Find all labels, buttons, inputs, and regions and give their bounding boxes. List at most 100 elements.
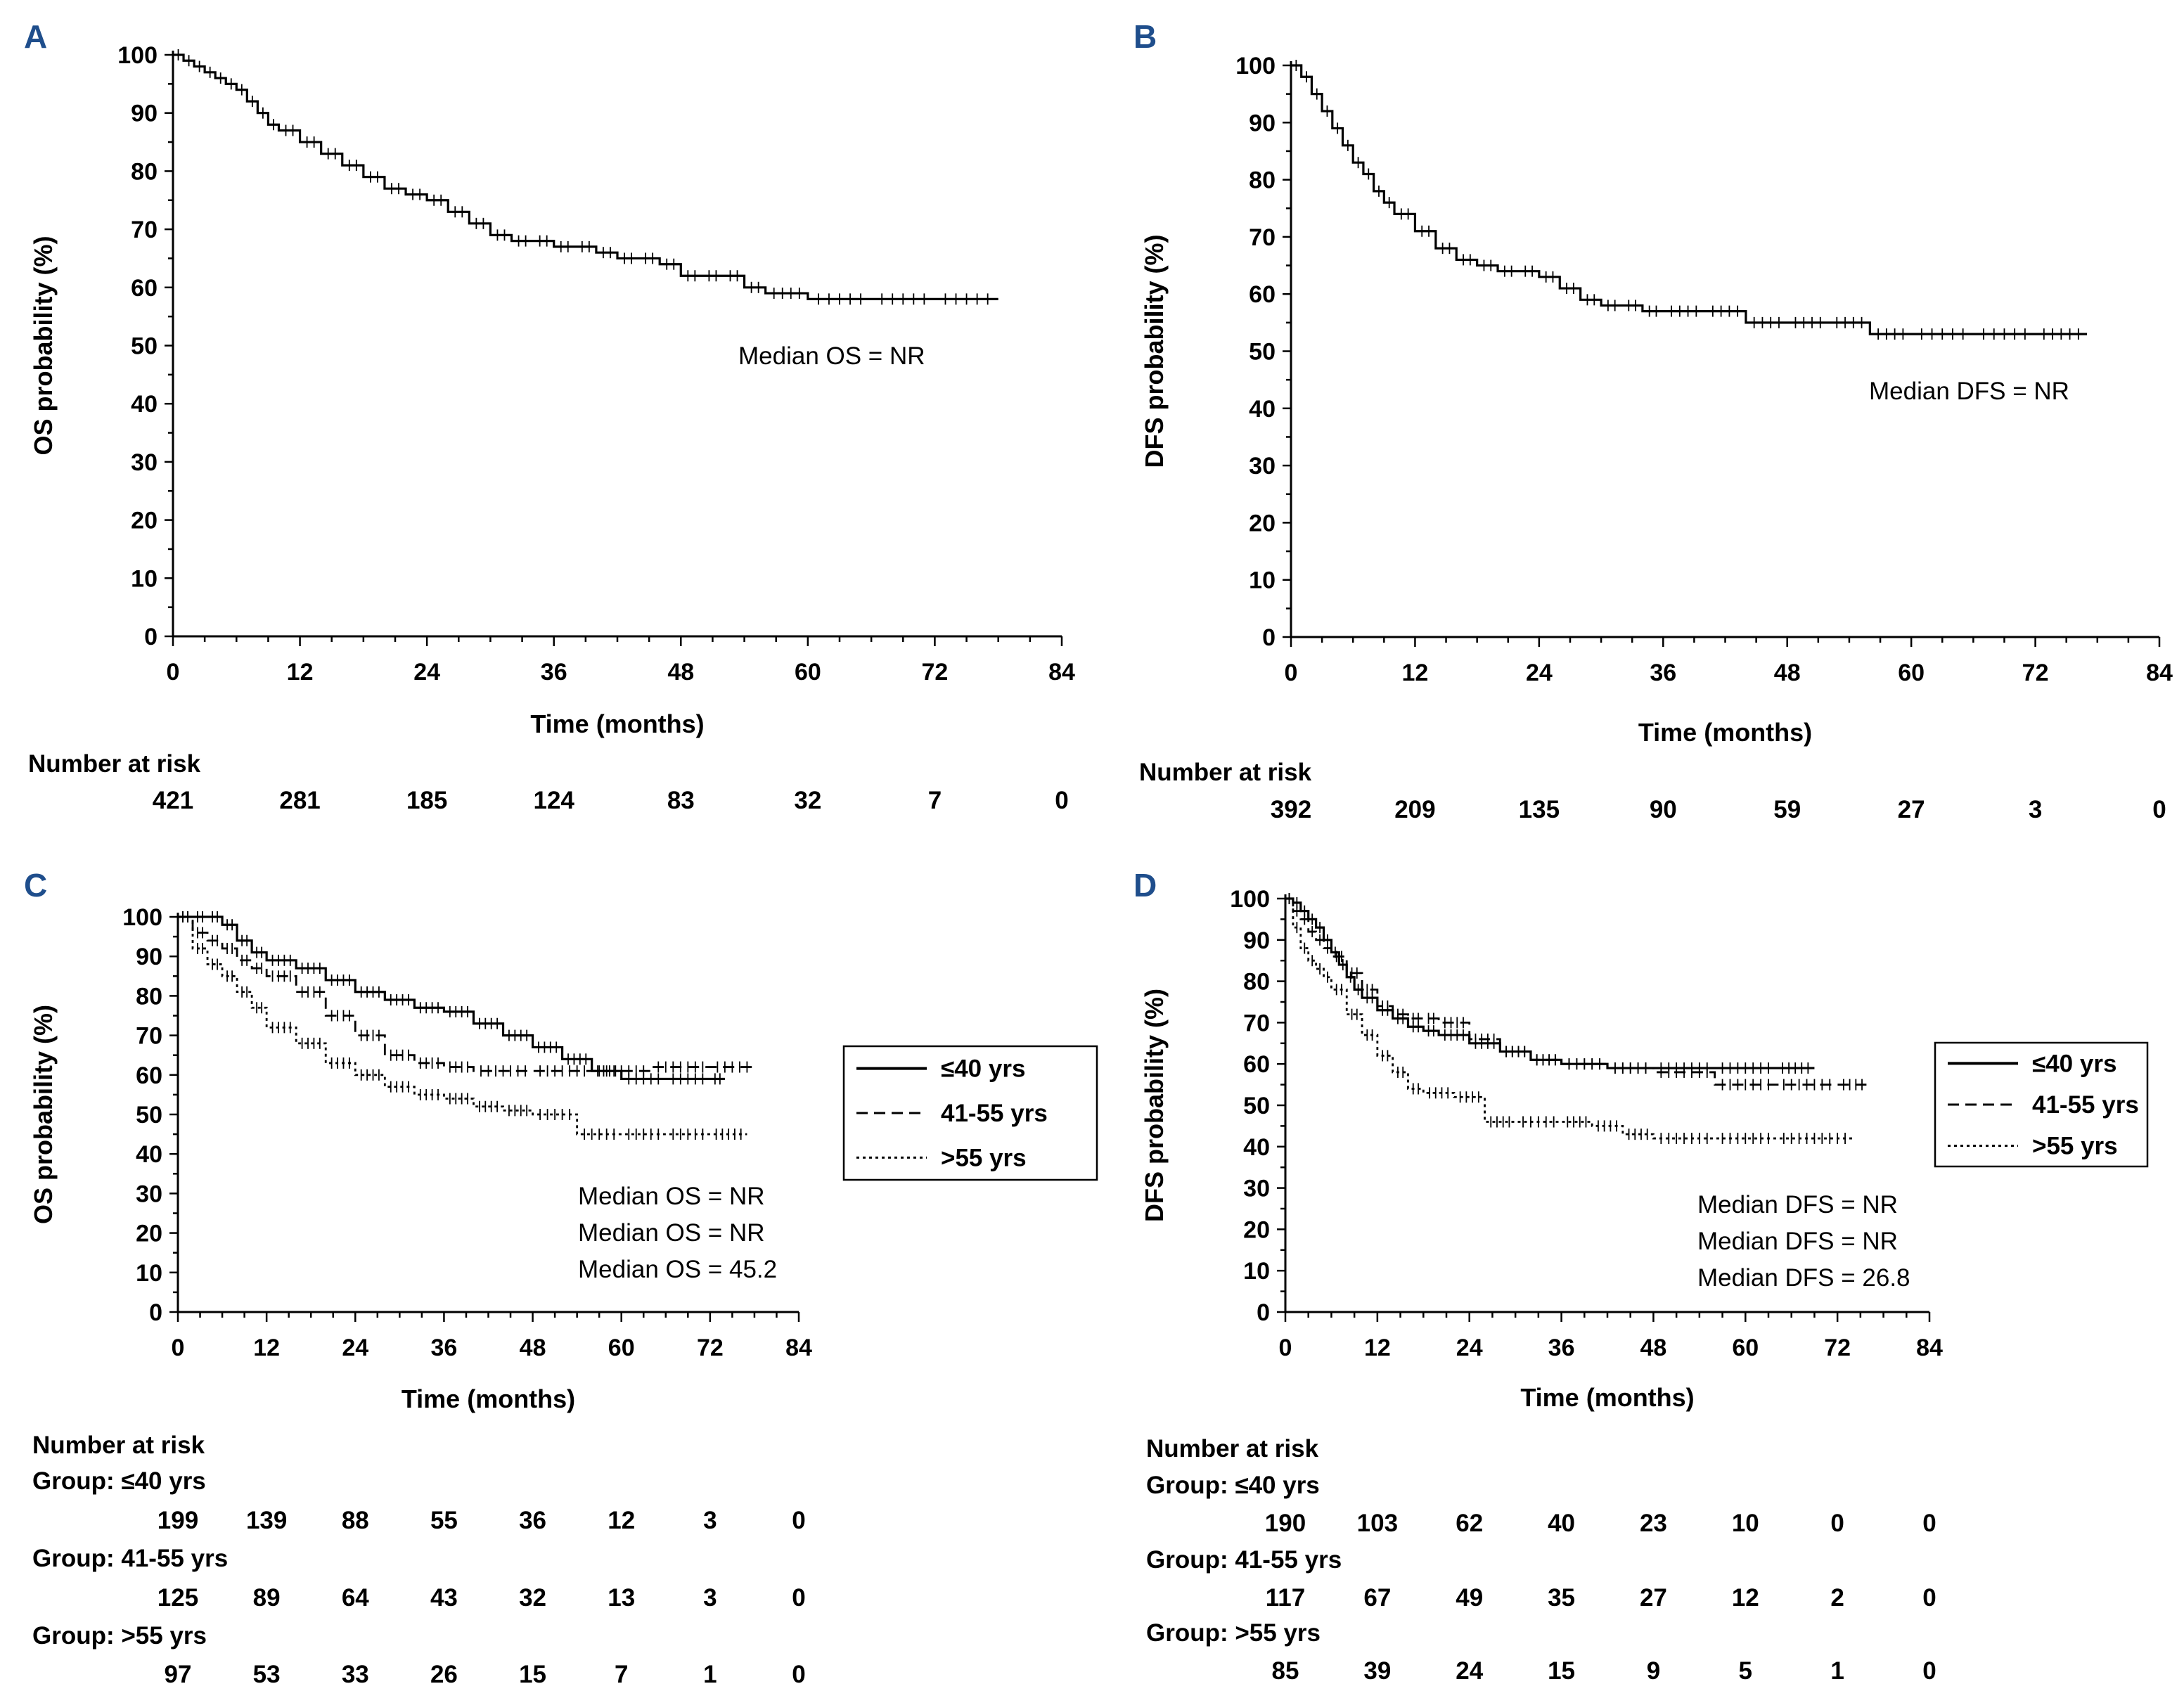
km-curve-dashed — [1285, 897, 1868, 1086]
risk-count: 27 — [1898, 796, 1925, 823]
x-tick-label: 24 — [1526, 660, 1553, 686]
risk-count: 2 — [1830, 1584, 1844, 1612]
risk-count: 3 — [703, 1507, 717, 1534]
legend-label: 41-55 yrs — [2032, 1091, 2139, 1119]
y-tick-label: 80 — [1243, 969, 1270, 996]
risk-count: 15 — [519, 1661, 546, 1688]
censor-marks — [182, 911, 742, 1140]
y-tick-label: 20 — [131, 508, 158, 534]
censor-marks — [182, 911, 721, 1085]
y-tick-label: 30 — [131, 449, 158, 476]
x-axis-title: Time (months) — [1520, 1383, 1694, 1412]
x-tick-label: 84 — [2146, 660, 2173, 686]
risk-count: 89 — [253, 1584, 281, 1612]
risk-count: 12 — [608, 1507, 635, 1534]
risk-count: 32 — [519, 1584, 546, 1612]
y-tick-label: 70 — [131, 217, 158, 243]
x-tick-label: 24 — [342, 1335, 368, 1361]
risk-count: 3 — [2029, 796, 2042, 823]
x-tick-label: 24 — [413, 659, 440, 686]
risk-table-title: Number at risk — [1139, 759, 1312, 786]
y-tick-label: 50 — [1243, 1093, 1270, 1119]
risk-count: 209 — [1394, 796, 1435, 823]
legend: ≤40 yrs 41-55 yrs >55 yrs — [842, 1045, 1098, 1181]
y-tick-label: 30 — [1249, 453, 1276, 480]
legend-label: 41-55 yrs — [941, 1100, 1048, 1127]
panel-letter: B — [1133, 18, 1157, 55]
x-tick-label: 60 — [795, 659, 821, 686]
x-tick-label: 0 — [172, 1335, 185, 1361]
risk-count: 421 — [153, 787, 193, 814]
censor-marks — [182, 911, 748, 1077]
risk-count: 67 — [1363, 1584, 1391, 1612]
y-tick-label: 10 — [136, 1260, 162, 1287]
x-tick-label: 12 — [253, 1335, 280, 1361]
risk-count: 85 — [1272, 1657, 1299, 1685]
risk-group-label: Group: ≤40 yrs — [32, 1467, 206, 1495]
risk-count: 39 — [1363, 1657, 1391, 1685]
y-tick-label: 60 — [1249, 281, 1276, 308]
risk-count: 281 — [279, 787, 320, 814]
risk-group-label: Group: >55 yrs — [1146, 1619, 1321, 1647]
x-tick-label: 84 — [785, 1335, 812, 1361]
y-tick-label: 100 — [1230, 886, 1270, 913]
y-axis-title: DFS probability (%) — [1140, 989, 1169, 1222]
y-tick-label: 100 — [1235, 53, 1276, 79]
risk-count: 62 — [1456, 1510, 1483, 1537]
x-tick-label: 60 — [1898, 660, 1925, 686]
km-curve-solid — [178, 915, 725, 1081]
risk-count: 117 — [1266, 1584, 1305, 1612]
y-tick-label: 10 — [1243, 1258, 1270, 1285]
legend: ≤40 yrs 41-55 yrs >55 yrs — [1934, 1041, 2149, 1168]
risk-count: 26 — [430, 1661, 458, 1688]
median-annotation: Median OS = 45.2 — [578, 1256, 777, 1283]
y-tick-label: 20 — [1249, 510, 1276, 536]
y-tick-label: 30 — [1243, 1176, 1270, 1202]
x-tick-label: 72 — [1824, 1335, 1851, 1361]
y-tick-label: 70 — [136, 1023, 162, 1050]
risk-group-label: Group: 41-55 yrs — [32, 1545, 228, 1572]
km-curve-solid — [173, 53, 998, 300]
y-tick-label: 70 — [1249, 224, 1276, 251]
risk-count: 7 — [615, 1661, 628, 1688]
km-curve-solid — [1291, 64, 2088, 335]
censor-marks — [1295, 60, 2079, 340]
risk-count: 10 — [1732, 1510, 1759, 1537]
legend-label: >55 yrs — [2032, 1133, 2118, 1160]
x-tick-label: 12 — [1364, 1335, 1391, 1361]
x-axis-title: Time (months) — [530, 709, 704, 738]
x-tick-label: 60 — [1732, 1335, 1759, 1361]
risk-count: 135 — [1519, 796, 1560, 823]
panel-letter: C — [24, 867, 47, 904]
y-tick-label: 10 — [131, 565, 158, 592]
median-annotation: Median DFS = NR — [1869, 378, 2069, 405]
x-tick-label: 0 — [1279, 1335, 1292, 1361]
risk-count: 1 — [1830, 1657, 1844, 1685]
risk-count: 49 — [1456, 1584, 1483, 1612]
risk-count: 3 — [703, 1584, 717, 1612]
x-tick-label: 72 — [697, 1335, 724, 1361]
x-tick-label: 36 — [541, 659, 567, 686]
risk-count: 125 — [158, 1584, 198, 1612]
x-tick-label: 12 — [287, 659, 314, 686]
risk-table: Number at risk 392 209 135 90 59 27 3 0 — [1139, 759, 2166, 823]
risk-table-title: Number at risk — [1146, 1435, 1319, 1462]
risk-count: 15 — [1548, 1657, 1575, 1685]
censor-marks — [1288, 893, 1846, 1145]
panel-letter: D — [1133, 867, 1157, 904]
x-tick-label: 36 — [1650, 660, 1676, 686]
risk-count: 59 — [1773, 796, 1801, 823]
risk-count: 27 — [1640, 1584, 1667, 1612]
y-axis-title: DFS probability (%) — [1140, 235, 1169, 468]
y-tick-label: 80 — [131, 158, 158, 185]
censor-marks — [1288, 893, 1863, 1091]
risk-count: 35 — [1548, 1584, 1575, 1612]
median-annotation: Median OS = NR — [578, 1183, 765, 1210]
median-annotation: Median OS = NR — [738, 342, 925, 370]
km-curve-dotted — [1285, 897, 1853, 1140]
risk-count: 392 — [1271, 796, 1311, 823]
legend-label: ≤40 yrs — [2032, 1050, 2116, 1077]
risk-count: 199 — [158, 1507, 198, 1534]
